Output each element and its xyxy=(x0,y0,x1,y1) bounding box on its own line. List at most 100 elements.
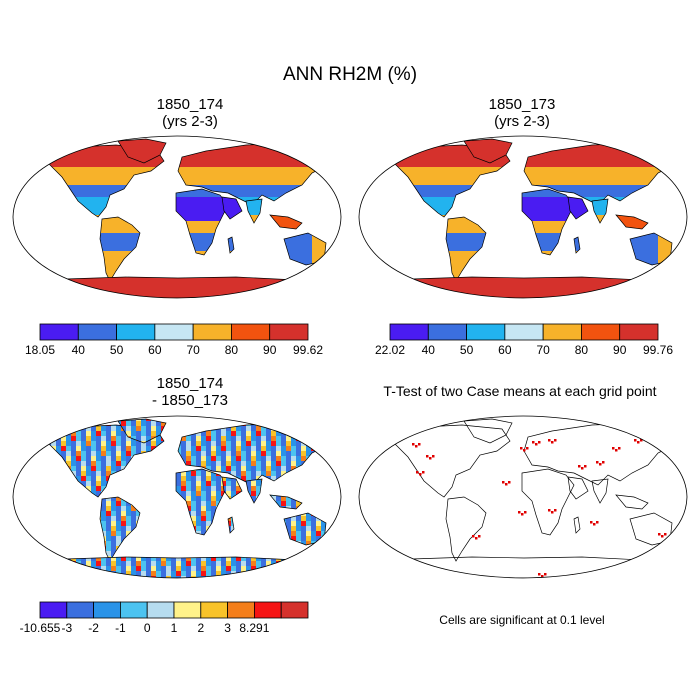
colorbar-tick-label: 80 xyxy=(225,343,239,357)
land-india xyxy=(6,131,348,303)
land-australia xyxy=(630,513,672,545)
colorbar-tick-label: 70 xyxy=(186,343,200,357)
land-india xyxy=(6,411,348,583)
panel-2-title-line1: 1850_173 xyxy=(372,96,672,113)
panel-1-title-line2: (yrs 2-3) xyxy=(40,113,340,130)
colorbar-box xyxy=(467,324,505,340)
colorbar-box xyxy=(231,324,269,340)
land-greenland xyxy=(464,419,512,443)
land-seAsia xyxy=(6,411,348,583)
colorbar-tick-label: 99.76 xyxy=(643,343,673,357)
colorbar-box xyxy=(228,602,255,618)
significance-note: Cells are significant at 0.1 level xyxy=(372,613,672,627)
land-antarctica xyxy=(6,131,348,303)
colorbar-tick-label: 60 xyxy=(498,343,512,357)
land-madagascar xyxy=(6,131,348,303)
colorbar-tick-label: 22.02 xyxy=(375,343,405,357)
land-arabia xyxy=(568,477,588,499)
land-seAsia xyxy=(352,131,694,303)
colorbar-box xyxy=(581,324,619,340)
land-seAsia xyxy=(616,495,648,509)
colorbar-box xyxy=(94,602,121,618)
colorbar-box xyxy=(120,602,147,618)
colorbar-box xyxy=(620,324,658,340)
colorbar-tick-label: 50 xyxy=(110,343,124,357)
land-greenland xyxy=(352,131,694,303)
colorbar-box xyxy=(40,602,67,618)
panel-title-1: 1850_174 (yrs 2-3) xyxy=(40,96,340,130)
colorbar-box xyxy=(78,324,116,340)
map-content xyxy=(376,419,674,579)
land-eurasia xyxy=(352,131,694,303)
land-africa xyxy=(522,469,574,535)
land-india xyxy=(352,131,694,303)
colorbar-tick-label: 0 xyxy=(144,621,151,635)
panel-1-title-line1: 1850_174 xyxy=(40,96,340,113)
colorbar-tick-label: 3 xyxy=(224,621,231,635)
colorbar-difference: -10.655 -3 -2 -1 0 1 2 3 8.291 xyxy=(0,600,350,642)
land-southAmerica xyxy=(446,497,486,561)
colorbar-box xyxy=(67,602,94,618)
map-panel-difference xyxy=(6,411,348,583)
colorbar-tick-label: 70 xyxy=(536,343,550,357)
land-southAmerica xyxy=(6,131,348,303)
land-eurasia xyxy=(6,411,348,583)
land-australia xyxy=(6,131,348,303)
land-madagascar xyxy=(6,411,348,583)
colorbar-tick-label: 99.62 xyxy=(293,343,323,357)
colorbar-tick-label: 80 xyxy=(575,343,589,357)
panel-2-title-line2: (yrs 2-3) xyxy=(372,113,672,130)
land-seAsia xyxy=(6,131,348,303)
land-southAmerica xyxy=(352,131,694,303)
map-panel-1850-173 xyxy=(352,131,694,303)
colorbar-tick-label: 1 xyxy=(171,621,178,635)
colorbar-box xyxy=(155,324,193,340)
land-arabia xyxy=(6,411,348,583)
colorbar-box xyxy=(505,324,543,340)
colorbar-box xyxy=(281,602,308,618)
land-arabia xyxy=(6,131,348,303)
colorbar-box xyxy=(390,324,428,340)
map-panel-ttest xyxy=(352,411,694,583)
figure-title: ANN RH2M (%) xyxy=(0,64,700,86)
colorbar-box xyxy=(201,602,228,618)
land-greenland xyxy=(6,411,348,583)
panel-3-title-line1: 1850_174 xyxy=(40,375,340,392)
land-africa xyxy=(352,131,694,303)
land-madagascar xyxy=(574,517,580,533)
land-northAmerica xyxy=(6,131,348,303)
map-content xyxy=(352,131,694,303)
colorbar-1850-174: 18.05 40 50 60 70 80 90 99.62 xyxy=(0,322,350,362)
land-eurasia xyxy=(6,131,348,303)
colorbar-box xyxy=(174,602,201,618)
colorbar-tick-label: 8.291 xyxy=(239,621,269,635)
land-africa xyxy=(6,131,348,303)
panel-3-title-line2: - 1850_173 xyxy=(40,392,340,409)
map-border xyxy=(359,416,687,578)
colorbar-tick-label: -2 xyxy=(88,621,99,635)
colorbar-tick-label: 2 xyxy=(197,621,204,635)
colorbar-box xyxy=(270,324,308,340)
land-northAmerica xyxy=(392,425,510,497)
land-greenland xyxy=(6,131,348,303)
colorbar-box xyxy=(147,602,174,618)
colorbar-tick-label: 40 xyxy=(72,343,86,357)
map-panel-1850-174 xyxy=(6,131,348,303)
colorbar-box xyxy=(40,324,78,340)
colorbar-tick-label: 90 xyxy=(263,343,277,357)
panel-4-title-line1: T-Test of two Case means at each grid po… xyxy=(340,383,700,400)
land-australia xyxy=(352,131,694,303)
colorbar-box xyxy=(543,324,581,340)
panel-title-2: 1850_173 (yrs 2-3) xyxy=(372,96,672,130)
colorbar-box xyxy=(254,602,281,618)
colorbar-box xyxy=(193,324,231,340)
land-antarctica xyxy=(6,411,348,583)
land-antarctica xyxy=(376,557,670,578)
land-antarctica xyxy=(352,131,694,303)
colorbar-tick-label: -10.655 xyxy=(20,621,61,635)
land-northAmerica xyxy=(6,411,348,583)
colorbar-tick-label: 50 xyxy=(460,343,474,357)
colorbar-box xyxy=(428,324,466,340)
land-eurasia xyxy=(524,423,674,485)
colorbar-1850-173: 22.02 40 50 60 70 80 90 99.76 xyxy=(350,322,700,362)
